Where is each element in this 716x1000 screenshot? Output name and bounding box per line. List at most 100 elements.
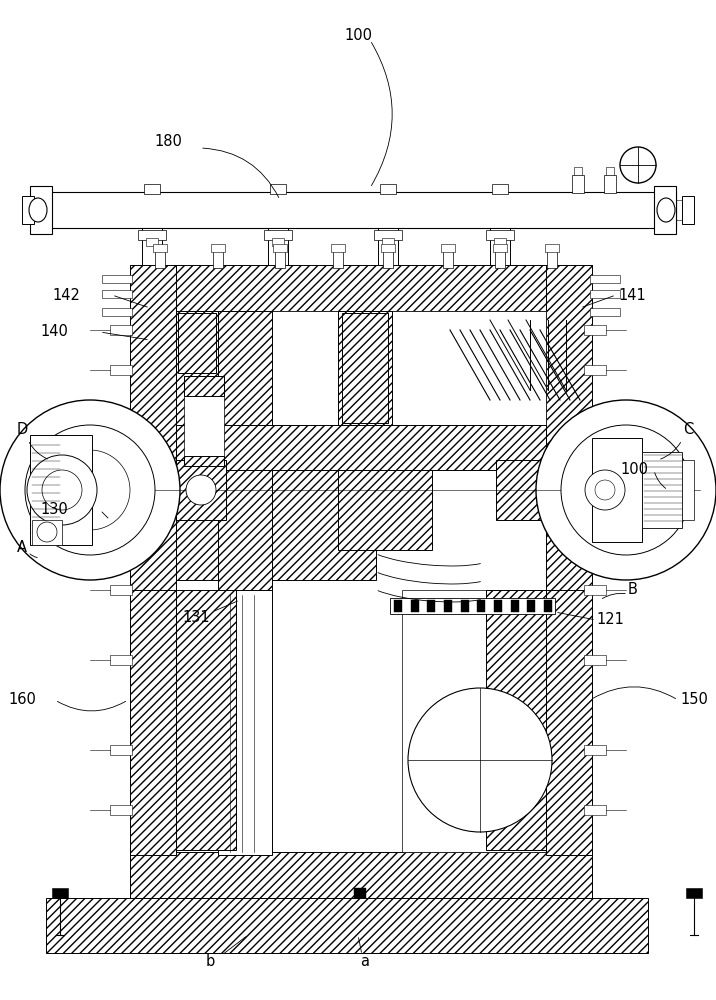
Bar [176,460,226,520]
Bar [584,325,606,335]
Text: B: B [628,582,638,597]
Text: b: b [205,954,215,970]
Bar [460,600,469,612]
Text: 100: 100 [344,28,372,43]
Bar [213,250,223,268]
Bar [584,745,606,755]
Bar [273,244,287,252]
Bar [102,308,132,316]
Bar [590,308,620,316]
Bar [547,250,557,268]
Circle shape [42,470,82,510]
Text: a: a [360,954,369,970]
Bar [490,228,510,298]
Bar [155,250,165,268]
Bar [130,265,592,311]
Bar [146,238,158,246]
Bar [394,600,402,612]
Bar [130,265,176,898]
Bar [275,250,285,268]
Bar [545,244,559,252]
Bar [46,898,648,953]
Circle shape [0,400,180,580]
Bar [527,600,536,612]
Bar [130,590,176,855]
Bar [441,244,455,252]
Bar [427,600,435,612]
Bar [354,888,366,898]
Bar [176,590,236,850]
Bar [52,888,68,898]
Bar [494,238,506,246]
Bar [110,445,132,455]
Bar [30,435,92,545]
Circle shape [408,688,552,832]
Bar [606,167,614,175]
Bar [686,888,702,898]
Text: 131: 131 [183,610,210,626]
Text: 140: 140 [40,324,68,340]
Bar [390,598,555,614]
Bar [495,250,505,268]
Text: C: C [683,422,693,438]
Bar [184,376,224,466]
Text: D: D [16,422,28,438]
Bar [584,805,606,815]
Bar [682,196,694,224]
Bar [494,600,502,612]
Bar [338,311,392,425]
Circle shape [186,475,216,505]
Bar [572,175,584,193]
Bar [110,805,132,815]
Bar [110,655,132,665]
Bar [411,600,419,612]
Bar [496,460,546,520]
Bar [176,425,546,470]
Bar [338,470,432,550]
Bar [268,228,288,298]
Bar [546,265,592,898]
Text: 130: 130 [40,502,68,518]
Bar [264,230,292,240]
Bar [584,515,606,525]
Text: 160: 160 [8,692,36,708]
Bar [144,184,160,194]
Bar [333,250,343,268]
Ellipse shape [657,198,675,222]
Ellipse shape [29,198,47,222]
Circle shape [37,522,57,542]
Bar [584,365,606,375]
Circle shape [561,425,691,555]
Text: 142: 142 [52,288,80,302]
Bar [40,192,676,228]
Bar [272,311,338,425]
Bar [22,196,34,224]
Bar [272,238,284,246]
Bar [382,238,394,246]
Bar [493,244,507,252]
Circle shape [25,425,155,555]
Bar [178,313,216,373]
Circle shape [620,147,656,183]
Bar [218,470,272,590]
Bar [331,244,345,252]
Bar [444,600,452,612]
Bar [682,460,694,520]
Bar [544,600,552,612]
Bar [32,520,62,545]
Bar [443,250,453,268]
Circle shape [536,400,716,580]
Bar [110,515,132,525]
Bar [102,290,132,298]
Circle shape [50,450,130,530]
Bar [584,655,606,665]
Bar [383,250,393,268]
Bar [130,852,592,898]
Bar [592,438,642,542]
Bar [218,311,272,425]
Bar [584,585,606,595]
Text: 180: 180 [154,134,182,149]
Bar [590,275,620,283]
Bar [511,600,518,612]
Bar [584,445,606,455]
